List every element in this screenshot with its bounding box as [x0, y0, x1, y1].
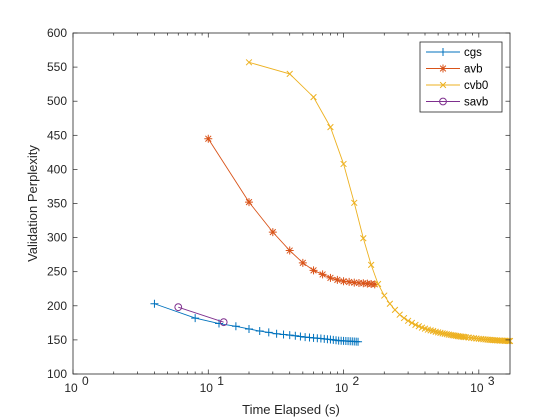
- x-tick-label: 10: [470, 381, 484, 395]
- y-axis-label: Validation Perplexity: [25, 145, 40, 262]
- data-point: [191, 314, 200, 323]
- data-point: [255, 327, 264, 336]
- data-point: [340, 160, 347, 168]
- legend-label: savb: [464, 97, 488, 109]
- data-point: [174, 303, 183, 312]
- data-point: [354, 278, 363, 287]
- legend-entry-cvb0: cvb0: [426, 80, 488, 92]
- legend-entry-avb: avb: [426, 64, 483, 76]
- series-savb: [174, 303, 228, 327]
- data-point: [327, 123, 334, 131]
- data-point: [374, 280, 382, 288]
- data-point: [244, 198, 253, 207]
- y-tick-label: 600: [47, 26, 67, 40]
- legend: cgs avb cvb0 savb: [419, 41, 503, 113]
- legend-entry-savb: savb: [426, 97, 488, 109]
- data-point: [360, 235, 367, 242]
- data-point: [296, 332, 305, 341]
- data-point: [354, 337, 363, 346]
- data-point: [408, 319, 416, 327]
- data-point: [286, 70, 293, 78]
- data-point: [339, 277, 348, 286]
- data-point: [285, 246, 294, 255]
- data-point: [291, 331, 300, 340]
- data-point: [351, 199, 358, 207]
- y-tick-label: 200: [47, 299, 67, 313]
- series-line-savb: [178, 306, 224, 323]
- data-point: [386, 300, 394, 307]
- data-point: [359, 279, 368, 288]
- y-tick-label: 500: [47, 94, 67, 108]
- data-point: [309, 266, 318, 275]
- data-point: [439, 97, 447, 106]
- x-tick-exponent: 0: [82, 374, 89, 388]
- y-tick-label: 550: [47, 60, 67, 74]
- data-point: [350, 278, 359, 287]
- data-point: [404, 317, 412, 325]
- x-tick-exponent: 1: [217, 374, 224, 388]
- data-point: [264, 328, 273, 337]
- data-point: [318, 270, 327, 279]
- y-tick-layer: 100 150 200 250 300 350 400 450 500 550 600: [47, 26, 510, 381]
- x-tick-label: 10: [200, 381, 214, 395]
- x-tick-label: 10: [335, 381, 349, 395]
- data-point: [272, 329, 281, 338]
- data-point: [381, 292, 388, 299]
- data-point: [231, 322, 240, 331]
- data-point: [396, 311, 403, 318]
- data-point: [333, 275, 342, 284]
- y-tick-label: 300: [47, 231, 67, 245]
- data-point: [439, 48, 447, 56]
- data-point: [345, 277, 354, 286]
- data-point: [279, 330, 288, 339]
- y-tick-label: 350: [47, 197, 67, 211]
- x-tick-layer: 10 0 10 1 10 2 10 3: [64, 33, 495, 395]
- y-tick-label: 150: [47, 333, 67, 347]
- data-point: [468, 334, 475, 342]
- data-point: [244, 324, 253, 333]
- data-point: [298, 258, 307, 267]
- legend-box: [419, 41, 503, 113]
- x-axis-label: Time Elapsed (s): [242, 402, 340, 417]
- legend-label: cvb0: [464, 80, 488, 92]
- legend-label: cgs: [464, 47, 482, 59]
- data-point: [150, 299, 159, 308]
- y-tick-label: 400: [47, 162, 67, 176]
- data-point: [400, 314, 408, 322]
- x-tick-exponent: 2: [353, 374, 360, 388]
- series-avb: [204, 134, 379, 289]
- series-cvb0: [245, 59, 514, 345]
- data-point: [439, 64, 447, 73]
- data-point: [268, 228, 277, 237]
- y-tick-label: 100: [47, 367, 67, 381]
- data-point: [245, 59, 253, 66]
- legend-label: avb: [464, 64, 483, 76]
- data-point: [432, 328, 439, 335]
- series-cgs: [150, 299, 363, 346]
- data-point: [310, 93, 317, 101]
- data-point: [326, 273, 335, 282]
- data-point: [465, 334, 472, 341]
- series-layer: [150, 59, 514, 346]
- y-tick-label: 250: [47, 265, 67, 279]
- legend-entry-cgs: cgs: [426, 47, 482, 59]
- data-point: [412, 321, 419, 329]
- data-point: [204, 134, 213, 143]
- data-point: [367, 261, 375, 269]
- data-point: [285, 331, 294, 340]
- x-tick-exponent: 3: [488, 374, 495, 388]
- x-tick-label: 10: [64, 381, 78, 395]
- data-point: [370, 280, 379, 289]
- y-tick-label: 450: [47, 128, 67, 142]
- data-point: [219, 318, 228, 327]
- data-point: [439, 81, 447, 89]
